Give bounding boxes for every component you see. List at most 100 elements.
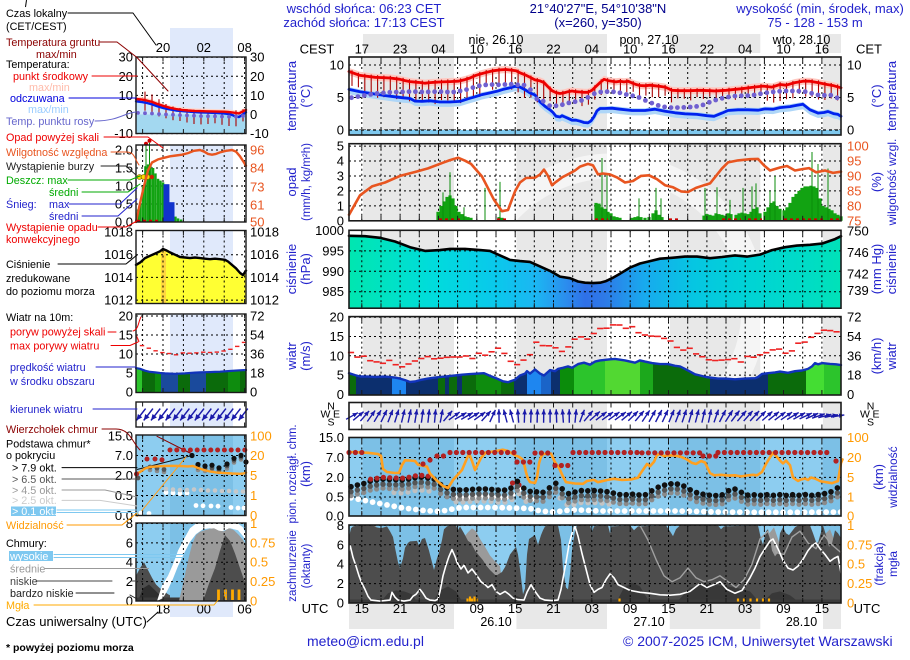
svg-text:15: 15 [330,329,344,344]
svg-text:5: 5 [337,368,344,383]
svg-text:N: N [327,401,335,413]
svg-text:72: 72 [250,309,264,324]
svg-text:21: 21 [393,601,407,616]
svg-text:2.0: 2.0 [115,468,133,483]
svg-text:5: 5 [847,470,854,485]
svg-text:temperatura: temperatura [884,60,899,131]
svg-text:zredukowane: zredukowane [6,273,70,285]
svg-text:Wierzchołek chmur: Wierzchołek chmur [6,424,98,436]
svg-text:20: 20 [156,40,170,55]
svg-text:max porywy wiatru: max porywy wiatru [10,340,99,352]
svg-text:Śnieg:: Śnieg: [6,198,37,211]
svg-text:> 7.9 okt.: > 7.9 okt. [12,462,57,474]
svg-text:8: 8 [337,518,344,533]
svg-text:985: 985 [322,284,344,299]
svg-text:Mgła: Mgła [6,600,29,612]
svg-text:09: 09 [776,601,790,616]
svg-text:30: 30 [119,50,133,65]
svg-text:0: 0 [126,107,133,122]
svg-text:(frakcja): (frakcja) [872,542,886,585]
svg-text:(km/h): (km/h) [869,338,884,375]
svg-text:ciśnienie: ciśnienie [884,244,899,295]
svg-text:-10: -10 [114,126,133,141]
svg-text:75: 75 [847,213,861,228]
svg-text:85: 85 [847,184,861,199]
svg-text:17: 17 [355,42,369,57]
svg-text:Wystąpienie opadu: Wystąpienie opadu [6,222,98,234]
svg-text:15.0: 15.0 [319,430,344,445]
svg-text:15: 15 [815,601,829,616]
svg-text:(°C): (°C) [869,84,884,107]
svg-text:100: 100 [250,429,272,444]
svg-text:Temp. punktu rosy: Temp. punktu rosy [6,116,95,128]
svg-text:54: 54 [847,329,861,344]
svg-text:10: 10 [776,42,790,57]
svg-text:1: 1 [250,488,257,503]
svg-text:4: 4 [337,557,344,572]
svg-text:wysokość (min, środek, max): wysokość (min, środek, max) [735,1,904,16]
svg-text:20: 20 [250,448,264,463]
svg-text:18: 18 [156,602,170,617]
svg-text:75 - 128 - 153 m: 75 - 128 - 153 m [767,15,862,30]
svg-text:7.0: 7.0 [115,448,133,463]
svg-text:990: 990 [322,264,344,279]
svg-text:1: 1 [337,199,344,214]
svg-text:1.5: 1.5 [115,161,133,176]
svg-text:15: 15 [661,601,675,616]
svg-text:wiatr: wiatr [884,342,899,371]
svg-text:pon, 27.10: pon, 27.10 [619,33,678,47]
svg-text:widzialność: widzialność [886,446,900,508]
svg-text:> 4.5 okt.: > 4.5 okt. [12,485,57,497]
svg-text:średni: średni [49,211,78,223]
svg-text:4: 4 [337,154,344,169]
svg-text:CET: CET [856,42,882,57]
svg-text:0: 0 [847,509,854,524]
svg-text:10: 10 [470,42,484,57]
svg-text:6: 6 [337,537,344,552]
svg-text:00: 00 [197,602,211,617]
svg-text:2.0: 2.0 [115,143,133,158]
svg-text:0: 0 [337,213,344,228]
svg-text:0: 0 [847,123,854,138]
svg-text:> 2.5 okt.: > 2.5 okt. [12,495,57,507]
svg-text:mgła: mgła [886,551,900,577]
svg-text:(mm Hg): (mm Hg) [869,244,884,295]
svg-text:prędkość wiatru: prędkość wiatru [10,362,86,374]
svg-text:95: 95 [847,154,861,169]
svg-text:max/min: max/min [36,49,77,61]
svg-text:5: 5 [337,139,344,154]
svg-text:995: 995 [322,243,344,258]
svg-text:5: 5 [847,90,854,105]
svg-text:0.75: 0.75 [250,535,275,550]
svg-text:Wystąpienie burzy: Wystąpienie burzy [6,161,95,173]
svg-text:0: 0 [250,508,257,523]
svg-text:wto, 28.10: wto, 28.10 [772,33,831,47]
svg-text:odczuwana: odczuwana [10,93,65,105]
svg-text:20: 20 [119,309,133,324]
svg-text:0.25: 0.25 [847,576,872,591]
svg-text:4: 4 [126,555,133,570]
svg-text:750: 750 [847,224,869,239]
svg-text:0: 0 [126,385,133,400]
svg-text:15: 15 [119,328,133,343]
svg-text:72: 72 [847,310,861,325]
svg-text:> 6.5 okt.: > 6.5 okt. [12,474,57,486]
svg-text:średnie: średnie [10,563,45,575]
svg-text:kierunek wiatru: kierunek wiatru [10,404,83,416]
svg-text:punkt środkowy: punkt środkowy [13,71,89,83]
svg-text:21: 21 [700,601,714,616]
svg-text:* powyżej poziomu morza: * powyżej poziomu morza [6,642,134,654]
svg-text:Deszcz: max: Deszcz: max [6,175,68,187]
svg-text:max: max [49,199,70,211]
svg-text:36: 36 [250,347,264,362]
svg-text:6: 6 [126,535,133,550]
svg-text:18: 18 [250,366,264,381]
svg-text:Czas uniwersalny (UTC): Czas uniwersalny (UTC) [6,614,147,629]
svg-text:Czas lokalny: Czas lokalny [6,8,68,20]
svg-text:80: 80 [847,199,861,214]
svg-text:0: 0 [337,387,344,402]
svg-text:746: 746 [847,245,869,260]
svg-text:1014: 1014 [250,270,279,285]
svg-text:09: 09 [470,601,484,616]
svg-text:niskie: niskie [10,576,38,588]
